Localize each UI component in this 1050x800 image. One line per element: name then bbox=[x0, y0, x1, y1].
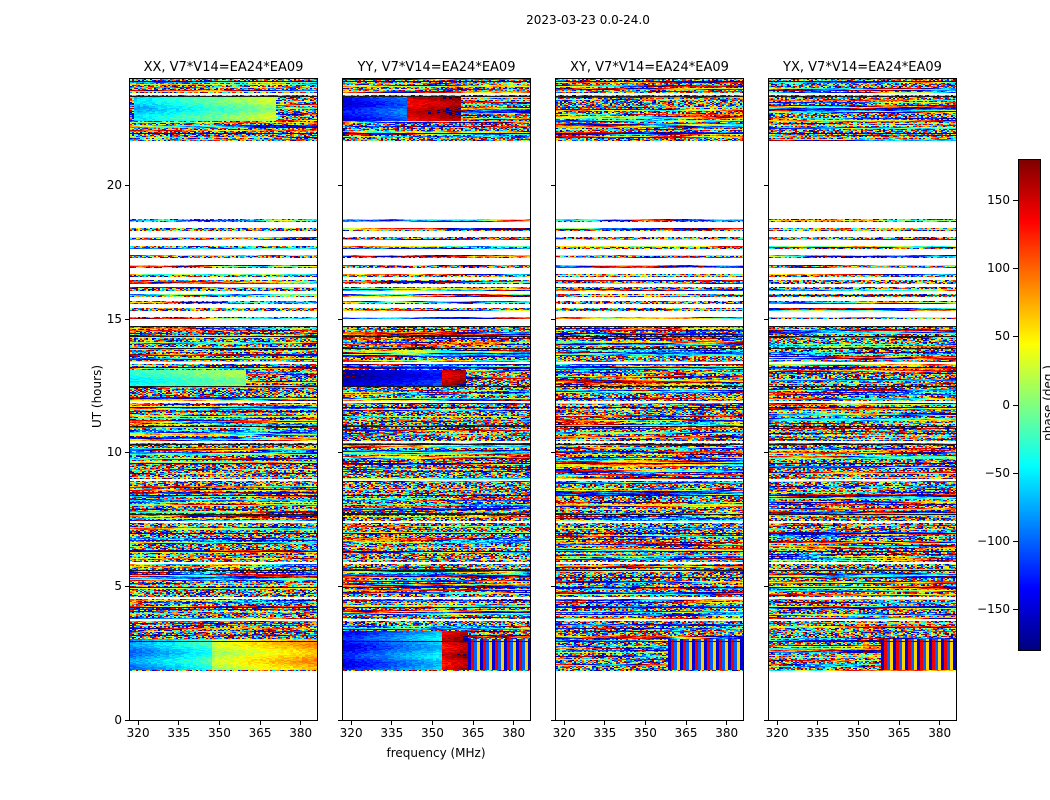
y-tick bbox=[764, 452, 768, 454]
colorbar-tick bbox=[1013, 200, 1018, 202]
x-tick bbox=[563, 721, 565, 725]
colorbar-tick bbox=[1013, 540, 1018, 542]
x-tick-label: 380 bbox=[715, 726, 739, 740]
x-tick bbox=[776, 721, 778, 725]
y-tick bbox=[125, 585, 129, 587]
y-tick-label: 15 bbox=[106, 311, 122, 326]
y-tick bbox=[764, 585, 768, 587]
heatmap-panel bbox=[555, 78, 744, 721]
x-tick bbox=[644, 721, 646, 725]
y-tick bbox=[338, 318, 342, 320]
x-tick-label: 380 bbox=[928, 726, 952, 740]
x-tick-label: 320 bbox=[126, 726, 150, 740]
y-tick-label: 20 bbox=[106, 178, 122, 193]
y-tick bbox=[125, 318, 129, 320]
panel-title: YY, V7*V14=EA24*EA09 bbox=[357, 60, 516, 75]
y-tick bbox=[551, 185, 555, 187]
x-tick bbox=[300, 721, 302, 725]
y-tick bbox=[764, 185, 768, 187]
x-tick-label: 350 bbox=[420, 726, 444, 740]
heatmap-canvas bbox=[556, 79, 743, 720]
x-tick-label: 350 bbox=[846, 726, 870, 740]
x-tick-label: 350 bbox=[633, 726, 657, 740]
figure-title: 2023-03-23 0.0-24.0 bbox=[526, 13, 650, 27]
y-tick bbox=[551, 585, 555, 587]
heatmap-panel bbox=[768, 78, 957, 721]
heatmap-canvas bbox=[130, 79, 317, 720]
y-tick bbox=[338, 185, 342, 187]
colorbar-tick-label: −150 bbox=[977, 601, 1010, 616]
y-tick bbox=[338, 719, 342, 721]
heatmap-panel bbox=[129, 78, 318, 721]
x-tick-label: 335 bbox=[593, 726, 617, 740]
x-tick-label: 335 bbox=[167, 726, 191, 740]
x-tick-label: 380 bbox=[289, 726, 313, 740]
y-tick bbox=[764, 719, 768, 721]
x-tick bbox=[391, 721, 393, 725]
y-tick-label: 0 bbox=[114, 712, 122, 727]
panel-title: XX, V7*V14=EA24*EA09 bbox=[143, 60, 304, 75]
x-tick bbox=[685, 721, 687, 725]
colorbar-canvas bbox=[1019, 160, 1040, 650]
colorbar-tick-label: 0 bbox=[1002, 397, 1010, 412]
y-tick bbox=[551, 719, 555, 721]
y-tick bbox=[338, 452, 342, 454]
x-tick bbox=[137, 721, 139, 725]
x-tick bbox=[513, 721, 515, 725]
x-tick bbox=[604, 721, 606, 725]
colorbar-tick-label: 50 bbox=[994, 329, 1010, 344]
colorbar-tick-label: 100 bbox=[987, 261, 1010, 276]
x-tick-label: 350 bbox=[207, 726, 231, 740]
heatmap-canvas bbox=[769, 79, 956, 720]
colorbar-tick bbox=[1013, 336, 1018, 338]
colorbar-tick bbox=[1013, 404, 1018, 406]
x-tick-label: 320 bbox=[339, 726, 363, 740]
colorbar-tick bbox=[1013, 268, 1018, 270]
y-axis-label: UT (hours) bbox=[90, 365, 104, 429]
y-tick bbox=[551, 318, 555, 320]
y-tick bbox=[764, 318, 768, 320]
panel-title: YX, V7*V14=EA24*EA09 bbox=[783, 60, 942, 75]
y-tick bbox=[551, 452, 555, 454]
x-tick bbox=[817, 721, 819, 725]
x-tick bbox=[178, 721, 180, 725]
heatmap-canvas bbox=[343, 79, 530, 720]
x-tick bbox=[350, 721, 352, 725]
y-tick bbox=[125, 185, 129, 187]
heatmap-panel bbox=[342, 78, 531, 721]
y-tick-label: 5 bbox=[114, 578, 122, 593]
colorbar-label: phase (deg.) bbox=[1041, 365, 1050, 441]
x-tick bbox=[218, 721, 220, 725]
colorbar bbox=[1018, 159, 1041, 651]
x-tick-label: 365 bbox=[461, 726, 485, 740]
x-tick-label: 335 bbox=[380, 726, 404, 740]
colorbar-tick-label: −100 bbox=[977, 533, 1010, 548]
y-tick bbox=[125, 452, 129, 454]
x-tick bbox=[472, 721, 474, 725]
x-tick-label: 365 bbox=[887, 726, 911, 740]
colorbar-tick bbox=[1013, 608, 1018, 610]
colorbar-tick bbox=[1013, 472, 1018, 474]
x-tick bbox=[857, 721, 859, 725]
x-tick-label: 365 bbox=[674, 726, 698, 740]
x-tick bbox=[431, 721, 433, 725]
x-tick bbox=[939, 721, 941, 725]
y-tick bbox=[338, 585, 342, 587]
x-tick-label: 365 bbox=[248, 726, 272, 740]
y-tick-label: 10 bbox=[106, 445, 122, 460]
x-tick bbox=[898, 721, 900, 725]
colorbar-tick-label: −50 bbox=[984, 465, 1010, 480]
panel-title: XY, V7*V14=EA24*EA09 bbox=[570, 60, 729, 75]
x-tick-label: 320 bbox=[765, 726, 789, 740]
x-tick-label: 320 bbox=[552, 726, 576, 740]
x-tick bbox=[726, 721, 728, 725]
x-axis-label: frequency (MHz) bbox=[386, 746, 486, 760]
x-tick-label: 335 bbox=[806, 726, 830, 740]
x-tick bbox=[259, 721, 261, 725]
y-tick bbox=[125, 719, 129, 721]
x-tick-label: 380 bbox=[502, 726, 526, 740]
colorbar-tick-label: 150 bbox=[987, 193, 1010, 208]
